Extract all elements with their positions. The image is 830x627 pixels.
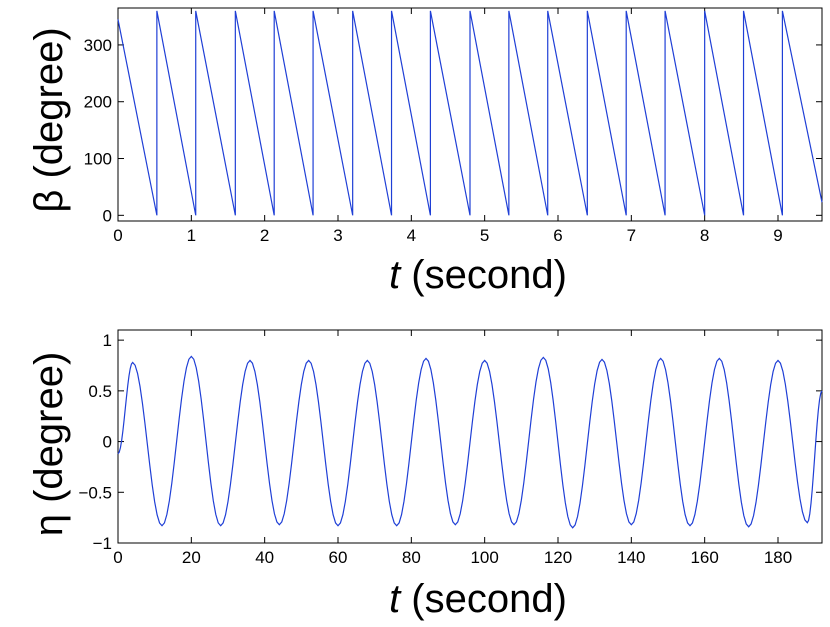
beta-ytick-label: 200: [84, 93, 112, 112]
beta-xtick-label: 3: [333, 226, 342, 245]
eta-ytick-label: −1: [93, 534, 112, 553]
beta-x-axis-label: t (second): [389, 253, 567, 297]
eta-plot-frame: [117, 329, 823, 544]
eta-xtick-label: 160: [690, 548, 718, 567]
eta-ytick-label: 0: [103, 433, 112, 452]
beta-ytick-label: 300: [84, 36, 112, 55]
eta-ytick-label: −0.5: [78, 483, 112, 502]
beta-ytick-label: 0: [103, 206, 112, 225]
eta-xtick-label: 140: [617, 548, 645, 567]
beta-xtick-label: 6: [553, 226, 562, 245]
beta-xtick-label: 7: [627, 226, 636, 245]
eta-ticks: [117, 330, 822, 544]
eta-xtick-label: 60: [329, 548, 348, 567]
beta-xtick-label: 8: [700, 226, 709, 245]
beta-y-axis-label: β (degree): [27, 27, 71, 212]
eta-xtick-label: 20: [182, 548, 201, 567]
eta-x-axis-label: t (second): [389, 577, 567, 621]
eta-xtick-label: 40: [255, 548, 274, 567]
eta-series-line: [117, 355, 823, 529]
beta-ticks: [117, 8, 822, 221]
beta-xtick-label: 9: [773, 226, 782, 245]
beta-xtick-label: 4: [407, 226, 416, 245]
beta-ytick-labels: 0 100 200 300: [84, 36, 112, 225]
beta-ytick-label: 100: [84, 150, 112, 169]
eta-xtick-label: 180: [764, 548, 792, 567]
beta-xtick-label: 2: [260, 226, 269, 245]
eta-ytick-labels: 1 0.5 0 −0.5 −1: [78, 331, 112, 553]
eta-xtick-label: 80: [402, 548, 421, 567]
beta-xtick-label: 1: [187, 226, 196, 245]
eta-ytick-label: 1: [103, 331, 112, 350]
beta-chart: 0 1 2 3 4 5 6 7 8 9 0 100 200 300 t (second) β (degr…: [27, 7, 823, 297]
eta-chart: 0 20 40 60 80 100 120 140 160 180 1 0.5 0 −0.5 −1 t (…: [27, 329, 823, 621]
beta-xtick-labels: 0 1 2 3 4 5 6 7 8 9: [113, 226, 782, 245]
beta-xtick-label: 5: [480, 226, 489, 245]
beta-xtick-label: 0: [113, 226, 122, 245]
eta-xtick-label: 120: [544, 548, 572, 567]
eta-xtick-label: 0: [113, 548, 122, 567]
beta-series-line: [117, 10, 823, 216]
beta-plot-frame: [117, 7, 823, 222]
eta-xtick-labels: 0 20 40 60 80 100 120 140 160 180: [113, 548, 792, 567]
eta-ytick-label: 0.5: [88, 382, 112, 401]
eta-xtick-label: 100: [470, 548, 498, 567]
eta-y-axis-label: η (degree): [27, 352, 71, 537]
